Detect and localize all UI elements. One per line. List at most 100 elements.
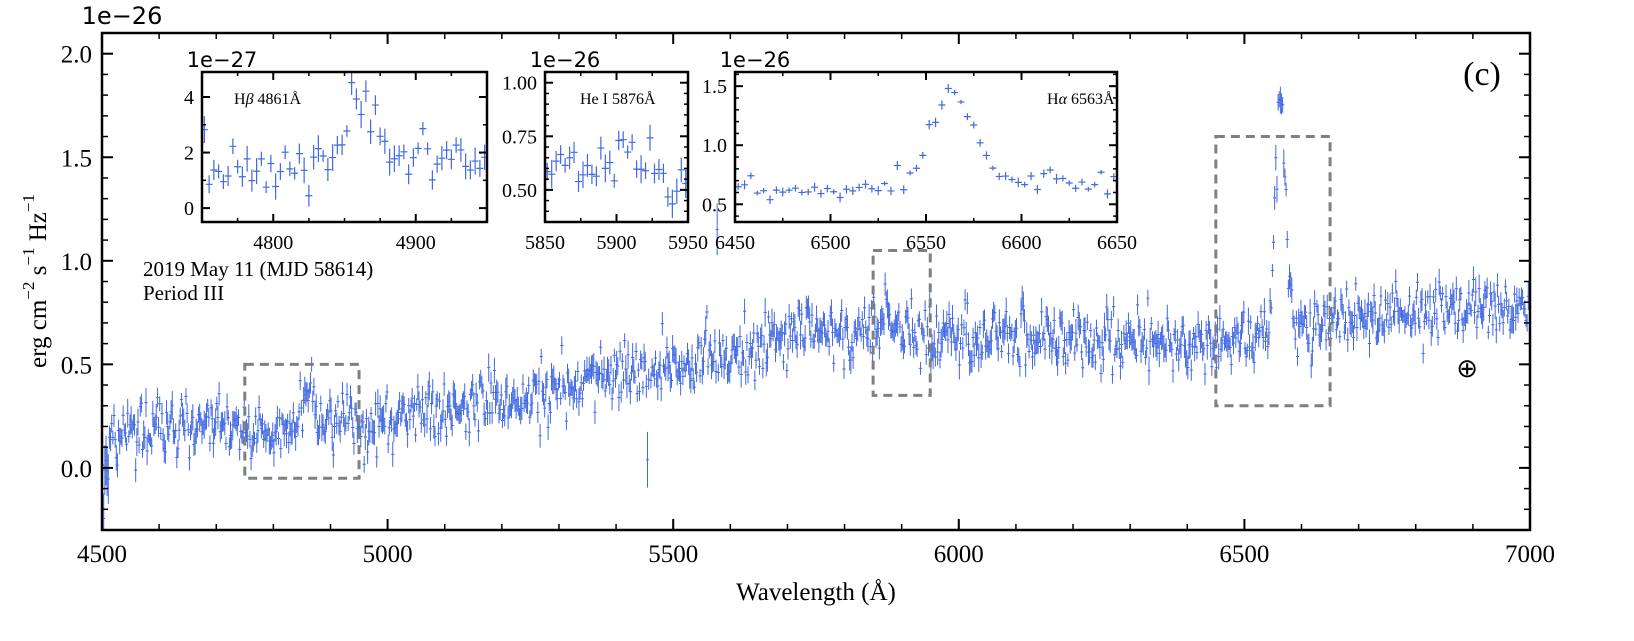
y-axis-label-exponent: −2 — [19, 282, 38, 300]
data-point — [1454, 276, 1458, 301]
data-point — [660, 311, 664, 336]
data-point — [829, 299, 834, 327]
data-point — [1066, 353, 1070, 367]
data-point — [1249, 315, 1253, 329]
data-point — [1266, 334, 1270, 360]
data-point — [957, 350, 961, 380]
data-point — [751, 338, 755, 358]
data-point — [323, 419, 327, 444]
data-point — [1466, 302, 1470, 324]
data-point — [620, 353, 624, 370]
data-point — [690, 344, 694, 372]
data-point — [155, 387, 160, 408]
data-point — [925, 120, 933, 130]
data-point — [1413, 310, 1417, 336]
data-point — [978, 320, 982, 335]
data-point — [1092, 328, 1096, 352]
data-point — [1495, 273, 1500, 298]
data-point — [851, 346, 855, 369]
data-point — [276, 432, 281, 445]
data-point — [178, 407, 182, 425]
x-tick-label: 6450 — [715, 232, 755, 254]
data-point — [860, 311, 864, 328]
data-point — [1453, 311, 1457, 335]
data-point — [1134, 348, 1139, 363]
data-point — [635, 385, 639, 402]
data-point — [410, 388, 414, 409]
data-point — [741, 180, 749, 190]
data-point — [1390, 283, 1394, 303]
data-point — [1492, 282, 1496, 302]
data-point — [1355, 314, 1359, 341]
data-point — [552, 150, 560, 172]
data-point — [1008, 315, 1012, 340]
panel-label: (c) — [1463, 56, 1501, 93]
data-point — [238, 166, 246, 187]
data-point — [405, 420, 410, 448]
data-point — [345, 382, 349, 407]
data-point — [1274, 145, 1278, 171]
data-point — [543, 398, 547, 418]
data-point — [253, 158, 261, 185]
data-point — [826, 320, 830, 343]
data-point — [1097, 169, 1105, 175]
data-point — [697, 336, 701, 350]
data-point — [1002, 172, 1010, 181]
data-point — [257, 151, 265, 167]
data-point — [798, 320, 803, 350]
data-point — [1491, 313, 1495, 336]
data-point — [1050, 337, 1054, 365]
data-point — [637, 382, 642, 401]
data-point — [1088, 340, 1092, 364]
data-point — [1014, 318, 1019, 339]
data-point — [115, 453, 120, 478]
inset-hei-background — [545, 72, 688, 222]
data-point — [281, 145, 289, 160]
data-point — [195, 421, 199, 438]
data-point — [1523, 300, 1527, 318]
data-point — [452, 137, 460, 153]
halpha-box — [1214, 135, 1332, 408]
data-point — [563, 385, 567, 400]
data-point — [329, 144, 337, 171]
data-point — [956, 317, 960, 342]
data-point — [1204, 320, 1208, 340]
data-point — [419, 413, 423, 433]
data-point — [923, 300, 927, 321]
data-point — [139, 394, 144, 413]
data-point — [476, 159, 484, 177]
data-point — [444, 426, 449, 446]
data-point — [464, 423, 468, 440]
data-point — [1018, 356, 1022, 377]
data-point — [459, 399, 463, 422]
data-point — [1141, 335, 1145, 355]
data-point — [1121, 355, 1125, 369]
data-point — [713, 328, 717, 353]
data-point — [297, 403, 301, 421]
data-point — [867, 304, 871, 332]
data-point — [416, 373, 420, 400]
data-point — [746, 366, 750, 384]
data-point — [1397, 306, 1401, 334]
data-point — [1515, 287, 1519, 315]
data-point — [545, 162, 551, 181]
data-point — [1242, 300, 1246, 324]
data-point — [132, 414, 137, 436]
data-point — [1229, 354, 1233, 375]
data-point — [842, 359, 846, 379]
data-point — [1091, 181, 1099, 188]
data-point — [1485, 277, 1489, 299]
data-point — [940, 326, 944, 353]
data-point — [1037, 324, 1041, 343]
data-point — [1326, 326, 1330, 341]
data-point — [1431, 290, 1436, 304]
data-point — [516, 396, 520, 416]
data-point — [1212, 339, 1216, 361]
data-point — [260, 413, 265, 435]
data-point — [199, 412, 203, 427]
data-point — [944, 84, 952, 94]
data-point — [874, 186, 882, 196]
data-point — [785, 187, 793, 194]
data-point — [838, 312, 843, 341]
data-point — [982, 309, 987, 331]
